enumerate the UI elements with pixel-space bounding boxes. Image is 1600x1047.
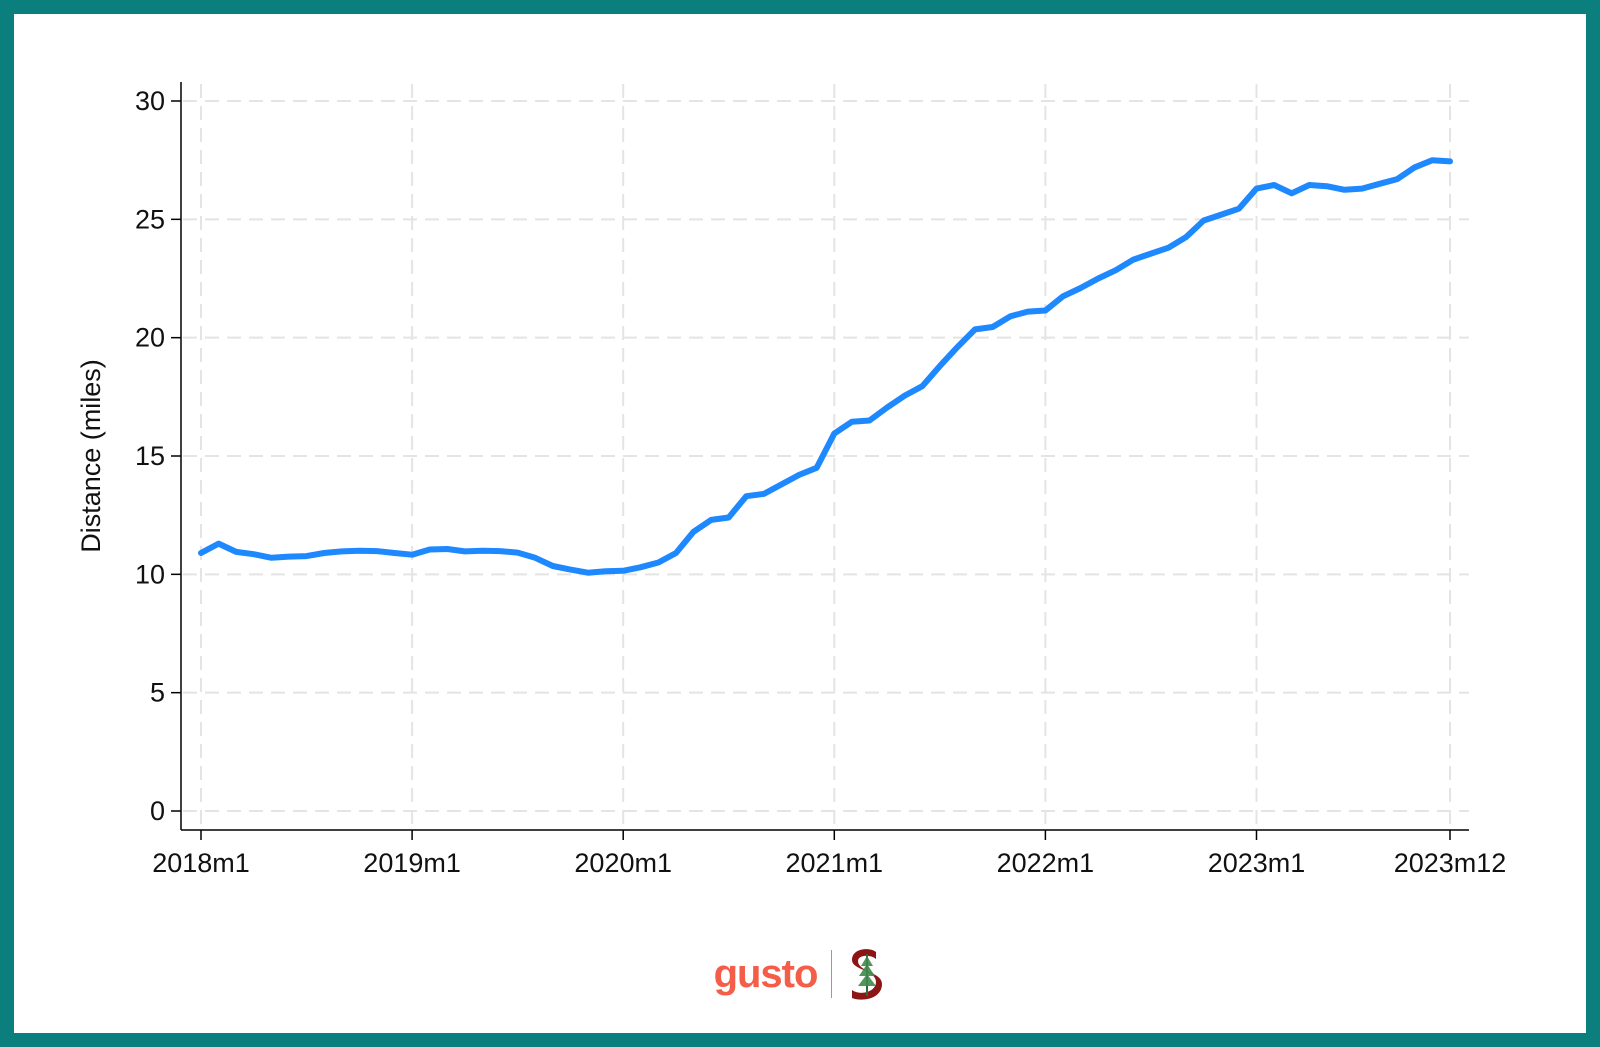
x-tick-label: 2021m1 — [786, 848, 884, 878]
y-axis-label: Distance (miles) — [76, 359, 106, 553]
x-tick-label: 2023m1 — [1208, 848, 1306, 878]
series-line — [198, 157, 1453, 576]
y-tick-label: 5 — [150, 678, 165, 708]
gusto-logo: gusto — [713, 952, 819, 996]
y-tick-label: 10 — [135, 559, 165, 589]
logo-bar: gusto — [14, 939, 1586, 1009]
y-tick-label: 20 — [135, 323, 165, 353]
y-tick-label: 0 — [150, 796, 165, 826]
x-tick-label: 2020m1 — [574, 848, 672, 878]
logo-divider — [831, 950, 833, 998]
stanford-s-tree-icon — [852, 949, 883, 1000]
x-tick-label: 2022m1 — [997, 848, 1095, 878]
y-tick-label: 15 — [135, 441, 165, 471]
y-tick-label: 30 — [135, 86, 165, 116]
chart-frame: 0 5 10 15 20 25 30 2018m1 2019m1 2020m1 2021m1 2022… — [14, 14, 1586, 1033]
x-tick-label: 2019m1 — [363, 848, 461, 878]
x-tick-label: 2023m12 — [1394, 848, 1507, 878]
x-tick-label: 2018m1 — [152, 848, 250, 878]
line-chart: 0 5 10 15 20 25 30 2018m1 2019m1 2020m1 2021m1 2022… — [76, 82, 1507, 878]
y-tick-label: 25 — [135, 204, 165, 234]
